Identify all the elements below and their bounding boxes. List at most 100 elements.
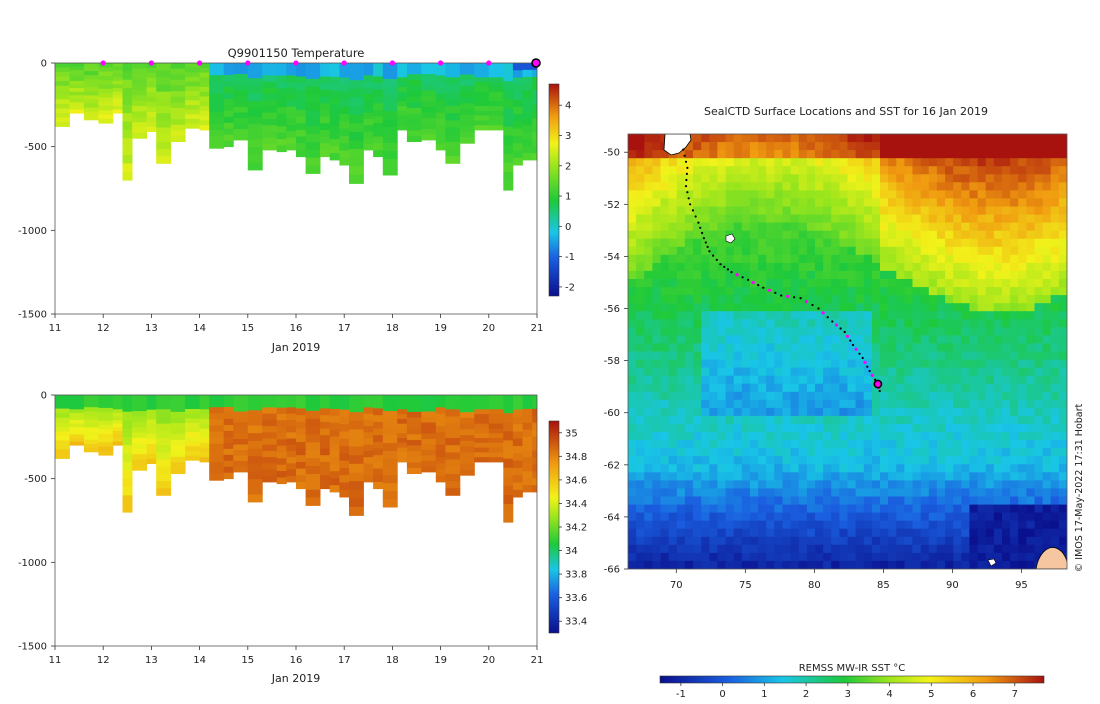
section-cell: [296, 76, 306, 84]
section-cell: [522, 125, 533, 133]
sst-cell: [782, 407, 792, 417]
sst-cell: [831, 303, 840, 312]
track-point: [762, 286, 765, 289]
sst-cell: [855, 343, 865, 352]
section-cell: [382, 403, 398, 412]
sst-cell: [880, 375, 889, 385]
sst-cell: [684, 448, 694, 457]
track-point: [767, 288, 771, 292]
section-cell: [397, 409, 408, 415]
section-cell: [339, 150, 350, 159]
sst-cell: [1010, 383, 1019, 393]
sst-cell: [749, 472, 759, 481]
sst-cell: [815, 359, 824, 369]
sst-cell: [684, 536, 694, 546]
sst-cell: [985, 158, 995, 167]
section-cell: [170, 462, 186, 469]
sst-cell: [652, 230, 661, 240]
section-cell: [55, 440, 70, 446]
sst-cell: [847, 512, 857, 522]
sst-cell: [985, 246, 995, 256]
sst-cell: [806, 448, 816, 457]
section-cell: [305, 94, 321, 103]
sst-cell: [928, 512, 938, 522]
sst-cell: [709, 544, 718, 554]
sst-cell: [676, 488, 686, 497]
sst-cell: [1026, 335, 1035, 344]
sst-cell: [782, 488, 792, 497]
sst-cell: [871, 512, 881, 522]
sst-cell: [741, 303, 751, 312]
sst-cell: [985, 222, 995, 232]
sst-cell: [993, 238, 1003, 248]
sst-cell: [636, 415, 645, 425]
sst-cell: [1026, 190, 1035, 199]
sst-cell: [1026, 560, 1035, 569]
colorbar-tick-label: 33.8: [565, 570, 587, 581]
section-cell: [445, 423, 461, 432]
sst-cell: [636, 262, 645, 272]
section-cell: [98, 101, 114, 107]
sst-cell: [652, 407, 661, 417]
sst-cell: [961, 295, 970, 304]
section-cell: [512, 467, 523, 476]
section-cell: [156, 416, 172, 425]
sst-cell: [652, 496, 661, 506]
sst-cell: [1034, 359, 1044, 369]
section-cell: [262, 463, 278, 470]
sst-cell: [912, 415, 922, 425]
section-cell: [329, 153, 340, 161]
section-cell: [329, 90, 340, 98]
sst-cell: [636, 287, 645, 296]
section-cell: [382, 79, 398, 88]
sst-cell: [774, 134, 783, 143]
section-cell: [445, 395, 461, 403]
sst-cell: [701, 383, 710, 393]
section-cell: [397, 399, 408, 405]
sst-cell: [790, 174, 800, 183]
sst-cell: [701, 158, 710, 167]
sst-cell: [977, 432, 987, 441]
sst-cell: [888, 158, 897, 167]
sst-cell: [823, 536, 832, 546]
sst-cell: [1058, 440, 1067, 449]
sst-cell: [920, 158, 930, 167]
sst-cell: [766, 383, 775, 393]
sst-cell: [1010, 367, 1019, 377]
section-cell: [363, 143, 374, 151]
section-cell: [349, 472, 364, 482]
sst-cell: [652, 174, 661, 183]
sst-cell: [928, 134, 938, 143]
section-cell: [209, 75, 225, 82]
sst-cell: [904, 480, 913, 489]
sst-cell: [977, 383, 987, 393]
sst-cell: [660, 214, 670, 224]
sst-cell: [912, 262, 922, 272]
sst-cell: [749, 238, 759, 248]
sst-cell: [1050, 182, 1060, 191]
sst-cell: [896, 254, 905, 264]
sst-cell: [790, 182, 800, 191]
section-cell: [223, 80, 234, 88]
section-cell: [199, 63, 210, 69]
section-cell: [98, 429, 114, 435]
section-cell: [503, 172, 514, 182]
sst-cell: [993, 174, 1003, 183]
sst-cell: [782, 552, 792, 562]
sst-cell: [766, 432, 775, 441]
sst-cell: [741, 335, 751, 344]
sst-cell: [928, 270, 938, 280]
sst-cell: [855, 166, 865, 175]
section-cell: [488, 423, 504, 429]
sst-cell: [928, 174, 938, 183]
track-point: [854, 347, 858, 351]
section-cell: [98, 433, 114, 439]
sst-cell: [676, 383, 686, 393]
sst-cell: [668, 270, 678, 280]
section-cell: [233, 134, 249, 141]
sst-cell: [1026, 383, 1035, 393]
sst-cell: [904, 367, 913, 377]
sst-cell: [1018, 198, 1027, 207]
sst-cell: [733, 206, 743, 216]
sst-cell: [668, 472, 678, 481]
